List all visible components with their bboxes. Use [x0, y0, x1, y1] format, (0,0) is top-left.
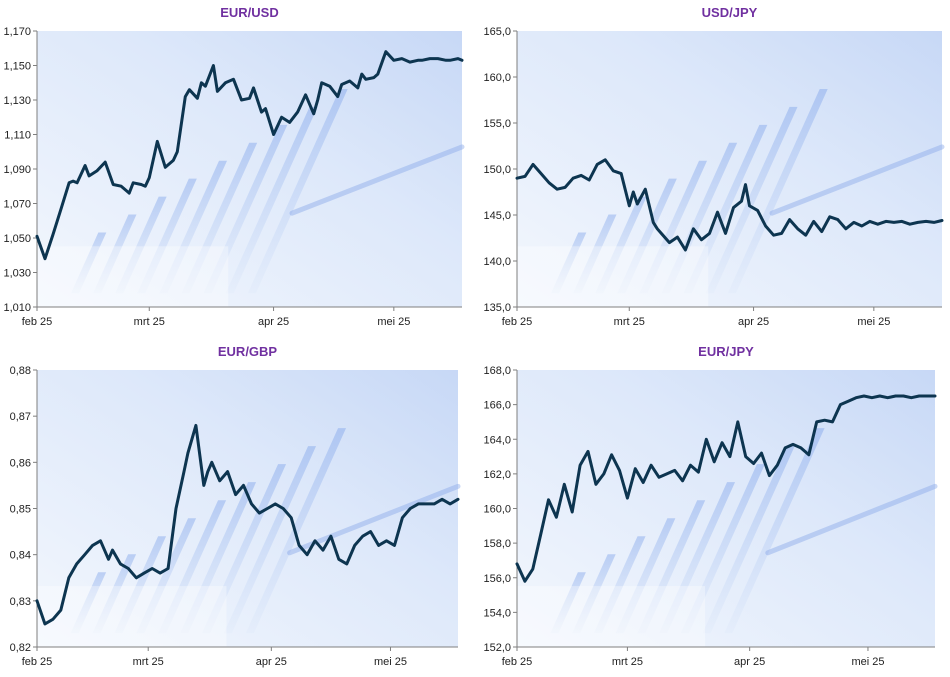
series-line [515, 158, 944, 252]
x-tick-label: apr 25 [734, 656, 765, 668]
y-tick-label: 160,0 [483, 504, 511, 516]
y-tick-label: 152,0 [483, 642, 511, 654]
y-tick-label: 145,0 [483, 210, 511, 222]
series-line [35, 423, 460, 626]
chart-title: EUR/USD [220, 5, 279, 20]
y-tick-label: 1,030 [3, 268, 31, 280]
y-tick-label: 162,0 [483, 469, 511, 481]
y-tick-label: 166,0 [483, 400, 511, 412]
chart-svg: EUR/USD 1,010 1,030 1,050 1,070 1,090 1,110 1,1… [3, 5, 465, 328]
y-tick-label: 135,0 [483, 302, 511, 314]
x-tick-label: mrt 25 [614, 316, 645, 328]
x-tick-label: mei 25 [374, 656, 407, 668]
y-tick-label: 0,82 [10, 642, 31, 654]
y-tick-label: 0,87 [10, 411, 31, 423]
y-tick-label: 0,83 [10, 596, 31, 608]
x-tick-label: apr 25 [738, 316, 769, 328]
x-tick-label: apr 25 [258, 316, 289, 328]
y-tick-label: 160,0 [483, 72, 511, 84]
y-tick-label: 0,84 [10, 550, 31, 562]
chart-svg: EUR/GBP 0,82 0,83 0,84 0,85 0,86 0,87 0,88 feb 2… [10, 344, 461, 668]
series-line [35, 50, 464, 261]
y-tick-label: 1,090 [3, 164, 31, 176]
y-tick-label: 154,0 [483, 607, 511, 619]
x-tick-label: feb 25 [22, 656, 53, 668]
y-tick-label: 164,0 [483, 434, 511, 446]
plot-background [517, 31, 945, 307]
y-tick-label: 1,050 [3, 233, 31, 245]
x-tick-label: mrt 25 [134, 316, 165, 328]
x-tick-label: apr 25 [256, 656, 287, 668]
y-tick-label: 0,88 [10, 365, 31, 377]
y-tick-label: 1,010 [3, 302, 31, 314]
chart-panel-eur-jpy: EUR/JPY 152,0 154,0 156,0 158,0 160,0 162,0 164… [475, 339, 950, 677]
chart-panel-eur-usd: EUR/USD 1,010 1,030 1,050 1,070 1,090 1,110 1,1… [0, 0, 475, 338]
y-tick-label: 1,170 [3, 26, 31, 38]
y-tick-label: 0,85 [10, 504, 31, 516]
chart-svg: EUR/JPY 152,0 154,0 156,0 158,0 160,0 162,0 164… [483, 344, 938, 668]
y-tick-label: 1,150 [3, 61, 31, 73]
x-tick-label: mei 25 [857, 316, 890, 328]
plot-background [37, 370, 461, 647]
chart-title: EUR/GBP [218, 344, 278, 359]
x-tick-label: mei 25 [377, 316, 410, 328]
chart-title: EUR/JPY [698, 344, 754, 359]
chart-panel-eur-gbp: EUR/GBP 0,82 0,83 0,84 0,85 0,86 0,87 0,88 feb 2… [0, 339, 475, 677]
y-tick-label: 150,0 [483, 164, 511, 176]
y-tick-label: 168,0 [483, 365, 511, 377]
series-line [515, 394, 937, 583]
chart-title: USD/JPY [702, 5, 758, 20]
chart-svg: USD/JPY 135,0 140,0 145,0 150,0 155,0 160,0 165… [483, 5, 945, 328]
x-tick-label: feb 25 [502, 656, 533, 668]
y-tick-label: 1,110 [4, 130, 31, 142]
chart-panel-usd-jpy: USD/JPY 135,0 140,0 145,0 150,0 155,0 160,0 165… [475, 0, 950, 338]
y-tick-label: 140,0 [483, 256, 511, 268]
y-tick-label: 158,0 [483, 538, 511, 550]
plot-background [517, 370, 938, 647]
x-tick-label: feb 25 [22, 316, 53, 328]
y-tick-label: 0,86 [10, 457, 31, 469]
x-tick-label: feb 25 [502, 316, 533, 328]
x-tick-label: mei 25 [851, 656, 884, 668]
x-tick-label: mrt 25 [612, 656, 643, 668]
x-tick-label: mrt 25 [133, 656, 164, 668]
y-tick-label: 155,0 [483, 118, 511, 130]
y-tick-label: 165,0 [483, 26, 511, 38]
y-tick-label: 1,070 [3, 199, 31, 211]
y-tick-label: 1,130 [3, 95, 31, 107]
y-tick-label: 156,0 [483, 573, 511, 585]
plot-background [37, 31, 465, 307]
